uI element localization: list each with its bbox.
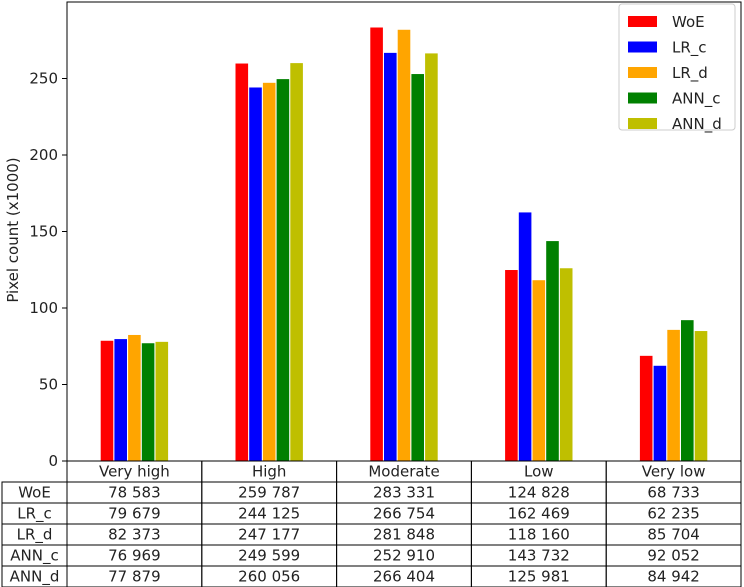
legend-swatch-ann-d <box>628 118 657 129</box>
table-value-lr-c-low: 162 469 <box>508 505 570 523</box>
table-value-ann-c-moderate: 252 910 <box>373 547 435 565</box>
legend-label-ann-c: ANN_c <box>672 90 720 109</box>
bar-ann-c-very-low <box>681 320 694 461</box>
y-tick-label: 100 <box>29 299 58 317</box>
y-axis: 0 50 100 150 200 250 <box>29 70 67 470</box>
table-cell <box>605 565 742 587</box>
table-value-ann-c-high: 249 599 <box>238 547 300 565</box>
table-value-woe-moderate: 283 331 <box>373 484 435 502</box>
legend-swatch-lr-d <box>628 67 657 78</box>
bar-lr-d-very-low <box>667 329 680 461</box>
bar-lr-c-very-high <box>114 339 127 461</box>
table-value-lr-d-very-low: 85 704 <box>647 526 700 544</box>
table-value-ann-d-very-high: 77 879 <box>108 568 161 586</box>
legend-swatch-lr-c <box>628 41 657 53</box>
legend-swatch-ann-c <box>628 92 657 104</box>
bar-lr-c-high <box>249 87 262 462</box>
bar-lr-c-low <box>518 212 532 461</box>
table-value-woe-high: 259 787 <box>238 484 300 502</box>
table-column-header-very-low: Very low <box>642 463 706 481</box>
table-value-ann-c-very-high: 76 969 <box>108 547 161 565</box>
table-value-lr-c-very-high: 79 679 <box>108 505 161 523</box>
bar-lr-d-moderate <box>397 29 411 462</box>
legend-label-woe: WoE <box>672 13 705 31</box>
bar-woe-high <box>235 63 249 462</box>
table-value-woe-very-high: 78 583 <box>108 484 161 502</box>
bar-woe-very-high <box>100 340 114 461</box>
table-value-lr-d-low: 118 160 <box>508 526 570 544</box>
bar-woe-very-low <box>639 355 653 461</box>
table-value-ann-c-very-low: 92 052 <box>647 547 700 565</box>
bar-lr-d-very-high <box>128 334 141 461</box>
legend-label-lr-d: LR_d <box>672 64 708 83</box>
table-value-ann-d-very-low: 84 942 <box>647 568 700 586</box>
table-column-header-very-high: Very high <box>99 463 170 481</box>
table-row-label-ann-c: ANN_c <box>10 547 58 566</box>
y-tick-label: 150 <box>29 223 58 241</box>
legend-label-lr-c: LR_c <box>672 39 707 58</box>
data-table: Very high High Moderate Low Very low WoE 78 58… <box>1 460 742 587</box>
bar-lr-d-high <box>262 82 276 462</box>
table-value-ann-c-low: 143 732 <box>508 547 570 565</box>
table-value-ann-d-high: 260 056 <box>238 568 300 586</box>
table-value-lr-c-moderate: 266 754 <box>373 505 435 523</box>
bar-ann-c-moderate <box>411 74 424 461</box>
bar-woe-low <box>505 270 518 461</box>
y-tick-label: 0 <box>48 452 58 470</box>
y-tick-label: 200 <box>29 146 58 164</box>
bar-ann-c-low <box>546 241 559 461</box>
bar-ann-c-high <box>276 79 290 462</box>
y-tick-label: 50 <box>39 376 58 394</box>
table-value-lr-d-very-high: 82 373 <box>108 526 161 544</box>
table-row-label-ann-d: ANN_d <box>10 568 60 587</box>
legend-swatch-woe <box>628 16 657 27</box>
table-row-label-lr-d: LR_d <box>17 526 53 545</box>
legend-label-ann-d: ANN_d <box>672 115 722 134</box>
bar-ann-c-very-high <box>141 343 155 461</box>
bar-lr-c-moderate <box>384 52 397 461</box>
table-value-woe-low: 124 828 <box>508 484 570 502</box>
table-value-lr-c-high: 244 125 <box>238 505 300 523</box>
bar-ann-d-very-low <box>694 331 708 461</box>
table-column-header-moderate: Moderate <box>368 463 439 481</box>
table-value-lr-d-moderate: 281 848 <box>373 526 435 544</box>
bar-woe-moderate <box>370 27 383 461</box>
bar-lr-d-low <box>532 280 546 461</box>
table-row-label-woe: WoE <box>18 484 51 502</box>
bar-ann-d-very-high <box>155 341 169 461</box>
bars <box>100 27 708 462</box>
y-axis-label: Pixel count (x1000) <box>4 157 22 302</box>
table-column-header-low: Low <box>524 463 554 481</box>
table-row-label-lr-c: LR_c <box>17 505 52 524</box>
bar-lr-c-very-low <box>653 365 667 461</box>
table-value-ann-d-moderate: 266 404 <box>373 568 435 586</box>
bar-ann-d-low <box>559 268 573 461</box>
legend: WoE LR_c LR_d ANN_c ANN_d <box>618 3 736 134</box>
table-value-woe-very-low: 68 733 <box>647 484 700 502</box>
table-value-ann-d-low: 125 981 <box>508 568 570 586</box>
bar-ann-d-moderate <box>425 53 438 461</box>
table-column-header-high: High <box>252 463 286 481</box>
bar-ann-d-high <box>290 63 303 461</box>
table-value-lr-c-very-low: 62 235 <box>647 505 700 523</box>
table-value-lr-d-high: 247 177 <box>238 526 300 544</box>
y-tick-label: 250 <box>29 70 58 88</box>
